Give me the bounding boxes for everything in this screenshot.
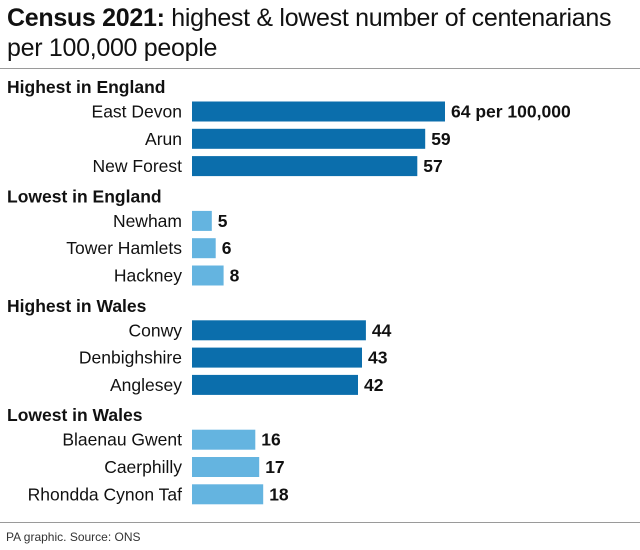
bar-blaenau-gwent	[192, 429, 256, 450]
chart-title: Census 2021: highest & lowest number of …	[7, 3, 633, 63]
value-label-conwy: 44	[372, 320, 392, 340]
value-label-hackney: 8	[230, 266, 240, 286]
bar-conwy	[192, 320, 366, 341]
category-label-new-forest: New Forest	[93, 156, 183, 176]
group-heading-highest-in-england: Highest in England	[7, 77, 165, 97]
group-heading-highest-in-wales: Highest in Wales	[7, 296, 147, 316]
bar-arun	[192, 128, 426, 149]
bottom-divider	[0, 522, 640, 523]
group-heading-lowest-in-england: Lowest in England	[7, 186, 162, 206]
top-divider	[0, 68, 640, 69]
category-label-east-devon: East Devon	[92, 102, 182, 122]
bar-denbighshire	[192, 347, 362, 368]
value-label-arun: 59	[431, 129, 451, 149]
value-label-caerphilly: 17	[265, 457, 284, 477]
bar-east-devon	[192, 101, 445, 122]
category-label-hackney: Hackney	[114, 266, 182, 286]
category-label-newham: Newham	[113, 211, 182, 231]
bar-chart: Highest in England East Devon 64 per 100,0…	[7, 77, 571, 505]
value-label-blaenau-gwent: 16	[261, 430, 281, 450]
category-label-conwy: Conwy	[129, 320, 183, 340]
value-label-tower-hamlets: 6	[222, 238, 232, 258]
value-label-rhondda-cynon-taf: 18	[269, 484, 289, 504]
bar-tower-hamlets	[192, 238, 216, 259]
value-label-east-devon: 64 per 100,000	[451, 102, 571, 122]
chart-title-bold: Census 2021:	[7, 4, 165, 32]
category-label-anglesey: Anglesey	[110, 375, 182, 395]
value-label-new-forest: 57	[423, 156, 442, 176]
value-label-newham: 5	[218, 211, 228, 231]
category-label-arun: Arun	[145, 129, 182, 149]
bar-hackney	[192, 265, 224, 286]
category-label-tower-hamlets: Tower Hamlets	[66, 238, 182, 258]
value-label-denbighshire: 43	[368, 348, 388, 368]
bar-rhondda-cynon-taf	[192, 484, 264, 505]
value-label-anglesey: 42	[364, 375, 384, 395]
source-note: PA graphic. Source: ONS	[6, 530, 141, 544]
category-label-rhondda-cynon-taf: Rhondda Cynon Taf	[28, 484, 183, 504]
category-label-denbighshire: Denbighshire	[79, 348, 182, 368]
chart-title-rest: highest & lowest number of centenarians …	[7, 4, 612, 62]
category-label-caerphilly: Caerphilly	[104, 457, 182, 477]
category-label-blaenau-gwent: Blaenau Gwent	[62, 430, 182, 450]
bar-caerphilly	[192, 457, 260, 477]
group-heading-lowest-in-wales: Lowest in Wales	[7, 405, 143, 425]
bar-anglesey	[192, 374, 358, 395]
bar-newham	[192, 210, 212, 231]
bar-new-forest	[192, 156, 418, 177]
